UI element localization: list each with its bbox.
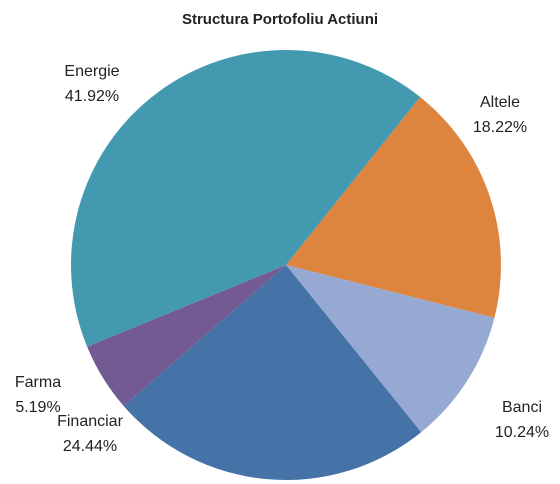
slice-category-label: Altele (480, 94, 520, 111)
pie-slice (123, 265, 422, 481)
slice-value-label: 41.92% (65, 88, 119, 105)
slice-value-label: 10.24% (495, 424, 549, 441)
chart-title: Structura Portofoliu Actiuni (182, 11, 378, 28)
slice-value-label: 5.19% (15, 399, 60, 416)
slice-value-label: 24.44% (63, 438, 117, 455)
slice-value-label: 18.22% (473, 119, 527, 136)
pie-slice (286, 265, 495, 433)
slice-category-label: Financiar (57, 413, 123, 430)
pie-slice (286, 96, 501, 318)
pie-slice (70, 49, 421, 347)
pie-slice (87, 265, 287, 406)
slice-category-label: Banci (502, 399, 542, 416)
slice-category-label: Farma (15, 374, 61, 391)
slice-category-label: Energie (64, 63, 119, 80)
